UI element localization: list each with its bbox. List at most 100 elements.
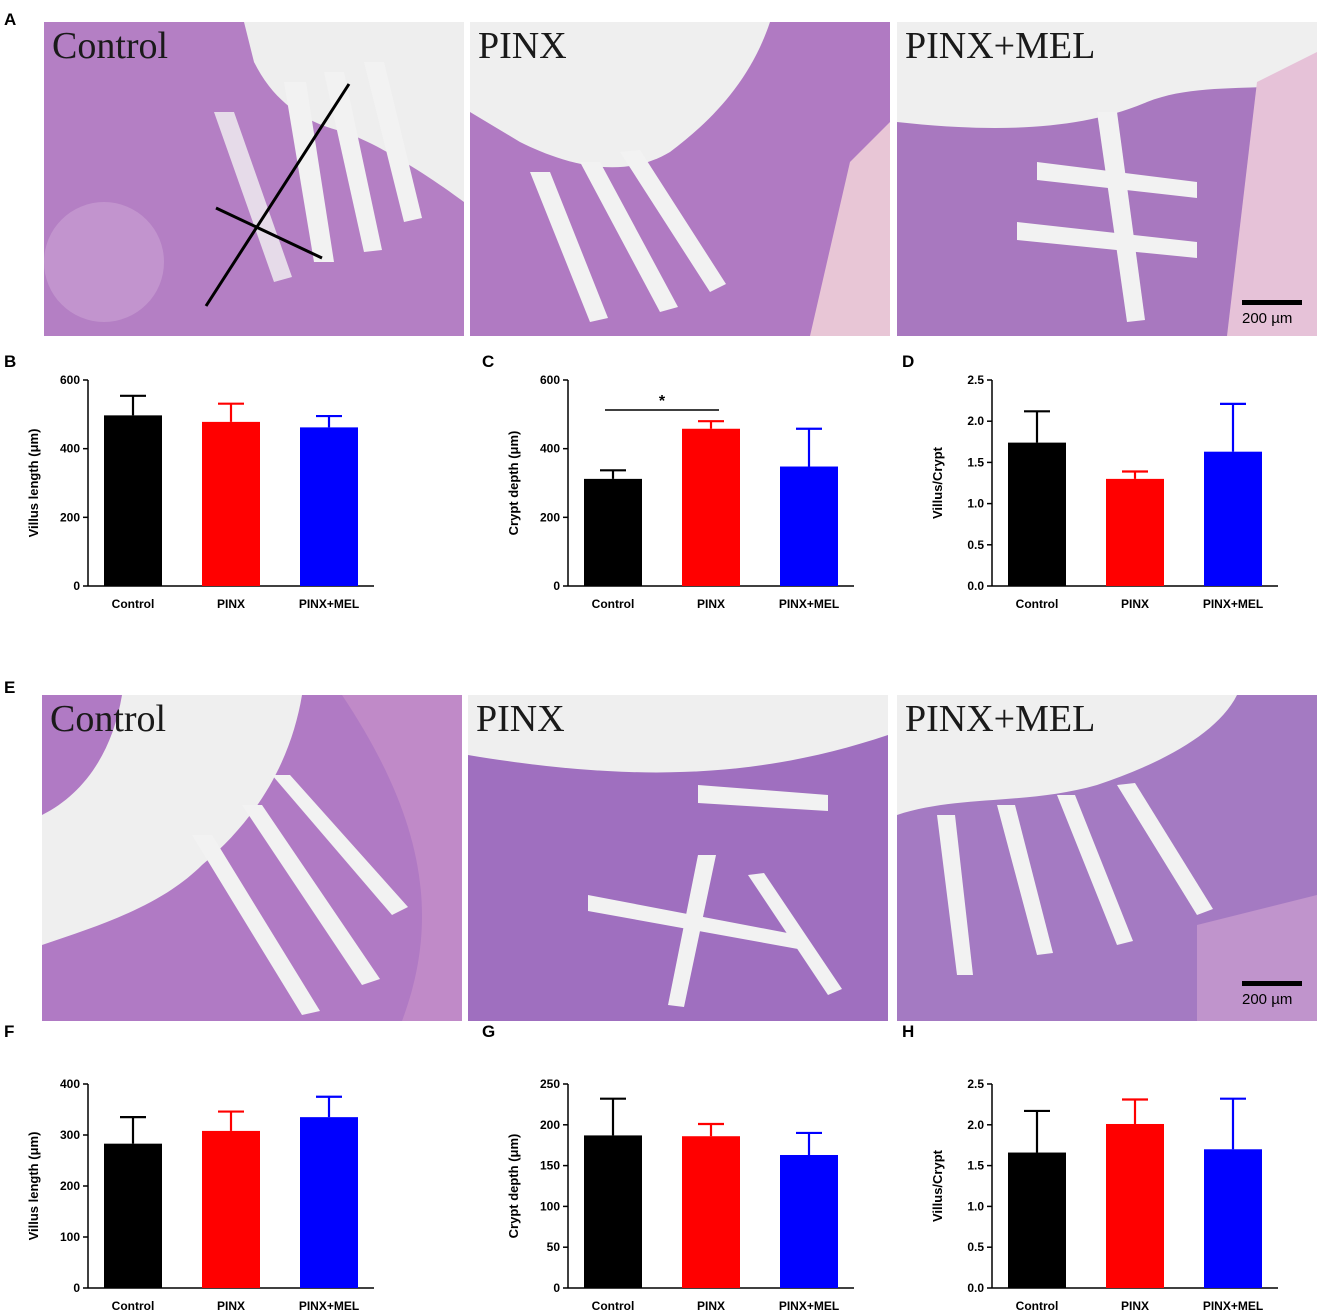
y-tick-label: 0.0 xyxy=(967,579,984,593)
y-tick-label: 200 xyxy=(60,510,80,524)
bar-control xyxy=(584,478,642,586)
micrograph-label: PINX+MEL xyxy=(905,698,1096,740)
y-axis-label: Crypt depth (μm) xyxy=(506,431,521,536)
y-tick-label: 2.5 xyxy=(967,373,984,387)
y-axis-label: Crypt depth (μm) xyxy=(506,1134,521,1239)
tissue-image xyxy=(897,695,1317,1021)
y-tick-label: 2.5 xyxy=(967,1077,984,1091)
panel-letter-c: C xyxy=(482,352,495,371)
y-tick-label: 0.5 xyxy=(967,538,984,552)
y-tick-label: 0 xyxy=(73,1281,80,1295)
chart-villus-length-bottom: 0 100 200 300 400 Villus length (μm) Control PI… xyxy=(26,1077,374,1313)
y-tick-label: 600 xyxy=(540,373,560,387)
x-tick-label: PINX xyxy=(217,597,245,611)
scale-bar xyxy=(1242,981,1302,986)
x-tick-label: Control xyxy=(592,597,635,611)
micrograph-label: PINX xyxy=(476,698,565,740)
x-tick-label: PINX xyxy=(217,1299,245,1313)
x-tick-label: Control xyxy=(1016,1299,1059,1313)
bar-pinx xyxy=(682,1136,740,1288)
x-tick-label: PINX xyxy=(1121,1299,1149,1313)
y-tick-label: 0 xyxy=(73,579,80,593)
y-axis-label: Villus length (μm) xyxy=(26,429,41,538)
y-tick-label: 0.0 xyxy=(967,1281,984,1295)
micrograph-control-bottom: Control xyxy=(42,695,462,1021)
tissue-image xyxy=(44,22,464,336)
panel-letter-d: D xyxy=(902,352,915,371)
panel-letter-b: B xyxy=(4,352,17,371)
y-tick-label: 2.0 xyxy=(967,414,984,428)
micrograph-pinx-mel-top: PINX+MEL 200 µm xyxy=(897,22,1317,336)
micrograph-control-top: Control xyxy=(44,22,464,336)
y-tick-label: 200 xyxy=(540,1118,560,1132)
y-tick-label: 100 xyxy=(540,1199,560,1213)
y-tick-label: 1.5 xyxy=(967,1159,984,1173)
y-tick-label: 0 xyxy=(553,579,560,593)
x-tick-label: PINX xyxy=(697,1299,725,1313)
micrograph-label: Control xyxy=(50,698,167,740)
bar-pinx xyxy=(202,1130,260,1288)
bar-pinx-mel xyxy=(1204,1149,1262,1288)
micrograph-pinx-top: PINX xyxy=(470,22,890,336)
y-tick-label: 50 xyxy=(547,1240,561,1254)
significance-marker: * xyxy=(659,393,666,410)
y-tick-label: 1.0 xyxy=(967,497,984,511)
y-tick-label: 0.5 xyxy=(967,1240,984,1254)
chart-villus-length-top: 0 200 400 600 Villus length (μm) Control PINX P… xyxy=(26,373,374,611)
x-tick-label: PINX+MEL xyxy=(299,597,359,611)
y-tick-label: 150 xyxy=(540,1159,560,1173)
panel-letter-a: A xyxy=(4,10,17,29)
x-tick-label: Control xyxy=(112,1299,155,1313)
bar-pinx xyxy=(1106,478,1164,586)
bar-pinx xyxy=(1106,1123,1164,1288)
micrograph-label: Control xyxy=(52,25,169,67)
x-tick-label: PINX+MEL xyxy=(1203,597,1263,611)
bar-control xyxy=(1008,442,1066,586)
y-axis-label: Villus length (μm) xyxy=(26,1132,41,1241)
bar-pinx-mel xyxy=(780,466,838,586)
micrograph-pinx-mel-bottom: PINX+MEL 200 µm xyxy=(897,695,1317,1021)
panel-letter-g: G xyxy=(482,1022,496,1041)
bar-pinx-mel xyxy=(1204,451,1262,586)
x-tick-label: Control xyxy=(592,1299,635,1313)
x-tick-label: PINX+MEL xyxy=(1203,1299,1263,1313)
tissue-image xyxy=(42,695,462,1021)
y-tick-label: 1.0 xyxy=(967,1199,984,1213)
panel-letter-f: F xyxy=(4,1022,15,1041)
x-tick-label: PINX+MEL xyxy=(779,1299,839,1313)
chart-crypt-depth-bottom: 0 50 100 150 200 250 Crypt depth (μm) Control PI… xyxy=(506,1077,854,1313)
bar-control xyxy=(104,415,162,586)
x-tick-label: Control xyxy=(112,597,155,611)
chart-crypt-depth-top: 0 200 400 600 Crypt depth (μm) Control PINX PIN… xyxy=(506,373,854,611)
chart-villus-crypt-top: 0.0 0.5 1.0 1.5 2.0 2.5 Villus/Crypt Control PIN… xyxy=(930,373,1278,611)
tissue-image xyxy=(468,695,888,1021)
scale-bar-label: 200 µm xyxy=(1242,991,1293,1008)
bar-control xyxy=(1008,1152,1066,1288)
panel-letter-e: E xyxy=(4,678,16,697)
y-tick-label: 1.5 xyxy=(967,455,984,469)
y-tick-label: 200 xyxy=(540,510,560,524)
scale-bar-label: 200 µm xyxy=(1242,310,1293,327)
bar-pinx-mel xyxy=(780,1154,838,1288)
tissue-image xyxy=(470,22,890,336)
y-tick-label: 2.0 xyxy=(967,1118,984,1132)
bar-pinx-mel xyxy=(300,427,358,586)
y-tick-label: 300 xyxy=(60,1128,80,1142)
tissue-image xyxy=(897,22,1317,336)
y-axis-label: Villus/Crypt xyxy=(930,1149,945,1222)
scale-bar xyxy=(1242,300,1302,305)
bar-control xyxy=(584,1135,642,1288)
x-tick-label: PINX xyxy=(1121,597,1149,611)
bar-pinx xyxy=(202,421,260,586)
panel-letter-h: H xyxy=(902,1022,915,1041)
y-tick-label: 0 xyxy=(553,1281,560,1295)
micrograph-label: PINX+MEL xyxy=(905,25,1096,67)
micrograph-pinx-bottom: PINX xyxy=(468,695,888,1021)
y-tick-label: 600 xyxy=(60,373,80,387)
y-tick-label: 400 xyxy=(60,442,80,456)
micrograph-label: PINX xyxy=(478,25,567,67)
bar-control xyxy=(104,1143,162,1288)
y-tick-label: 400 xyxy=(60,1077,80,1091)
bar-pinx xyxy=(682,428,740,586)
x-tick-label: PINX+MEL xyxy=(779,597,839,611)
